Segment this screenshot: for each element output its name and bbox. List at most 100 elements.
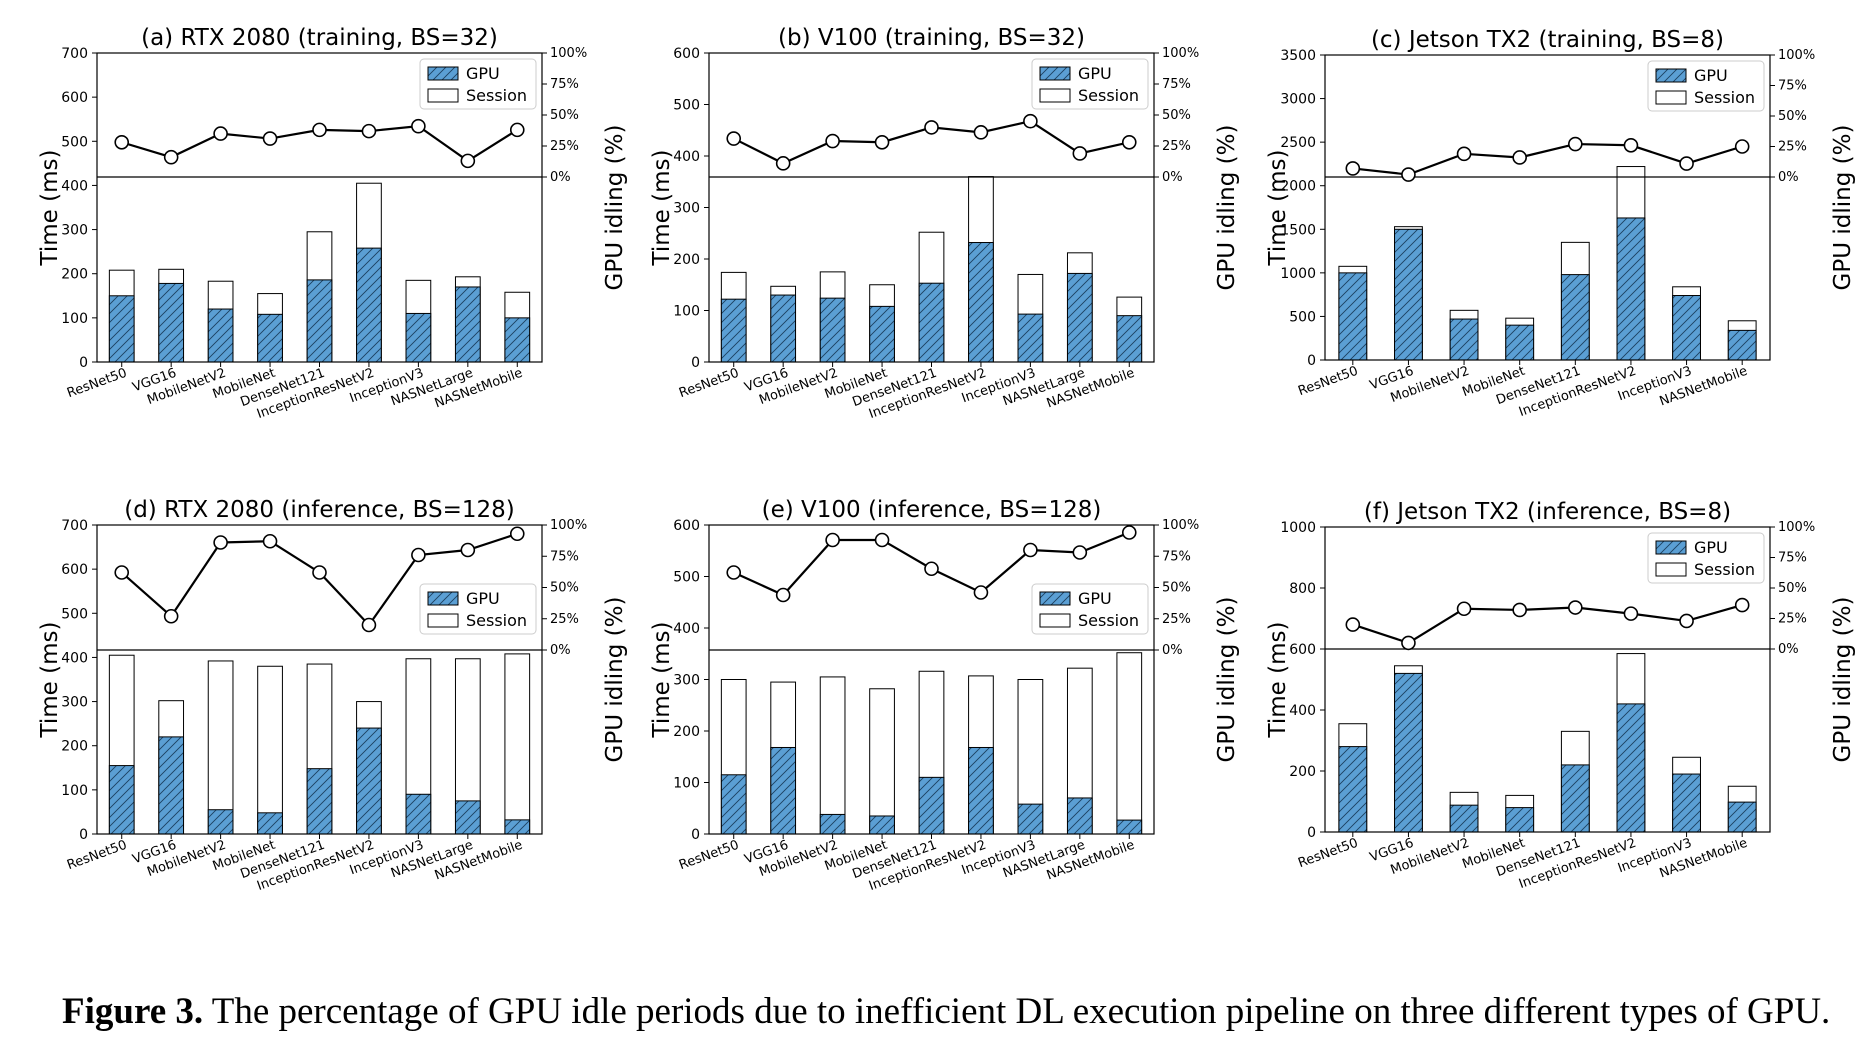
legend-gpu-swatch: [1039, 66, 1071, 81]
y2-tick-label: 75%: [1162, 77, 1191, 92]
idle-point: [1512, 602, 1527, 618]
gpu-bar: [869, 305, 895, 363]
gpu-bar: [1449, 318, 1479, 361]
chart-title: (e) V100 (inference, BS=128): [762, 497, 1102, 523]
legend-session-swatch: [427, 88, 459, 103]
gpu-bar: [158, 282, 185, 363]
y-tick-label: 0: [1307, 353, 1316, 369]
legend-session-label: Session: [1078, 611, 1139, 630]
legend-session-label: Session: [466, 86, 527, 105]
y-tick-label: 0: [79, 355, 88, 371]
idle-point: [1456, 601, 1472, 617]
y-tick-label: 700: [61, 46, 88, 62]
gpu-bar: [1017, 803, 1044, 835]
y2-tick-label: 25%: [1778, 612, 1807, 627]
chart-panel: (a) RTX 2080 (training, BS=32) 0 100 200 300…: [37, 25, 628, 422]
idle-point: [213, 126, 228, 141]
gpu-bar: [1017, 313, 1044, 363]
legend-session-swatch: [427, 613, 459, 628]
gpu-bar: [720, 298, 747, 363]
x-tick-label: ResNet50: [65, 838, 129, 874]
idle-point: [775, 587, 791, 603]
chart-title: (c) Jetson TX2 (training, BS=8): [1371, 27, 1724, 53]
idle-point: [1023, 542, 1038, 558]
y-tick-label: 500: [61, 606, 88, 622]
gpu-bar: [1394, 228, 1423, 361]
legend-gpu-label: GPU: [1694, 66, 1728, 85]
session-bar: [207, 660, 234, 835]
y2-tick-label: 25%: [1162, 139, 1191, 154]
gpu-bar: [405, 793, 432, 835]
idle-point: [825, 532, 840, 548]
y-tick-label: 300: [673, 673, 700, 689]
gpu-bar: [1066, 272, 1093, 363]
chart-panel: (d) RTX 2080 (inference, BS=128) 0 100 200 3…: [37, 497, 628, 894]
y2-tick-label: 50%: [1778, 581, 1807, 596]
idle-point: [114, 134, 130, 150]
y-tick-label: 300: [673, 201, 700, 217]
session-bar: [257, 665, 283, 835]
legend-gpu-swatch: [427, 591, 459, 606]
gpu-bar: [720, 774, 747, 835]
y-axis-label: Time (ms): [649, 622, 675, 739]
gpu-bar: [819, 297, 846, 363]
legend-session-swatch: [1039, 88, 1071, 103]
idle-point: [213, 535, 228, 550]
idle-point: [973, 125, 989, 140]
idle-point: [312, 565, 327, 580]
y-tick-label: 100: [673, 776, 700, 792]
legend-gpu-label: GPU: [466, 64, 500, 83]
gpu-bar: [968, 242, 994, 363]
y2-tick-label: 0%: [1778, 642, 1799, 657]
y-tick-label: 400: [61, 650, 88, 666]
y-tick-label: 600: [61, 90, 88, 106]
y-tick-label: 2500: [1280, 135, 1316, 151]
x-tick-label: ResNet50: [1296, 836, 1360, 872]
y2-tick-label: 50%: [1162, 581, 1191, 596]
y2-tick-label: 75%: [1778, 79, 1807, 94]
y2-tick-label: 0%: [550, 170, 571, 185]
y-tick-label: 1000: [1280, 520, 1316, 536]
chart-title: (f) Jetson TX2 (inference, BS=8): [1364, 499, 1731, 525]
gpu-bar: [405, 312, 432, 363]
idle-point: [114, 565, 130, 580]
chart-panel: (e) V100 (inference, BS=128) 0 100 200 300 40…: [649, 497, 1240, 894]
session-bar: [1116, 652, 1143, 835]
y-tick-label: 600: [61, 562, 88, 578]
idle-point: [1623, 137, 1639, 153]
legend-gpu-label: GPU: [1078, 589, 1112, 608]
y2-tick-label: 100%: [550, 518, 587, 533]
y-axis-label: Time (ms): [1265, 150, 1291, 267]
y-tick-label: 500: [673, 98, 700, 114]
idle-point: [262, 533, 278, 549]
y-tick-label: 500: [1289, 309, 1316, 325]
y-axis-label: Time (ms): [37, 150, 63, 267]
y-tick-label: 200: [61, 267, 88, 283]
y-tick-label: 600: [673, 518, 700, 534]
gpu-bar: [1505, 807, 1535, 833]
idle-point: [1345, 617, 1361, 632]
y-tick-label: 600: [673, 46, 700, 62]
y2-tick-label: 50%: [550, 581, 579, 596]
gpu-bar: [1338, 746, 1368, 833]
y-tick-label: 300: [61, 223, 88, 239]
gpu-bar: [504, 317, 531, 363]
y-tick-label: 100: [673, 304, 700, 320]
gpu-bar: [257, 313, 283, 363]
legend-gpu-label: GPU: [1694, 538, 1728, 557]
gpu-bar: [1560, 274, 1590, 361]
y2-tick-label: 75%: [1778, 551, 1807, 566]
idle-point: [361, 617, 377, 633]
gpu-bar: [1727, 801, 1757, 833]
chart-panel: (f) Jetson TX2 (inference, BS=8) 0 200 400 6…: [1265, 499, 1856, 892]
y-tick-label: 700: [61, 518, 88, 534]
gpu-bar: [770, 746, 797, 835]
y2-tick-label: 75%: [550, 549, 579, 564]
legend-gpu-swatch: [1655, 540, 1687, 555]
legend-gpu-label: GPU: [1078, 64, 1112, 83]
chart-title: (b) V100 (training, BS=32): [778, 25, 1085, 51]
idle-point: [1401, 635, 1416, 651]
x-tick-label: ResNet50: [1296, 364, 1360, 400]
y-tick-label: 200: [673, 252, 700, 268]
